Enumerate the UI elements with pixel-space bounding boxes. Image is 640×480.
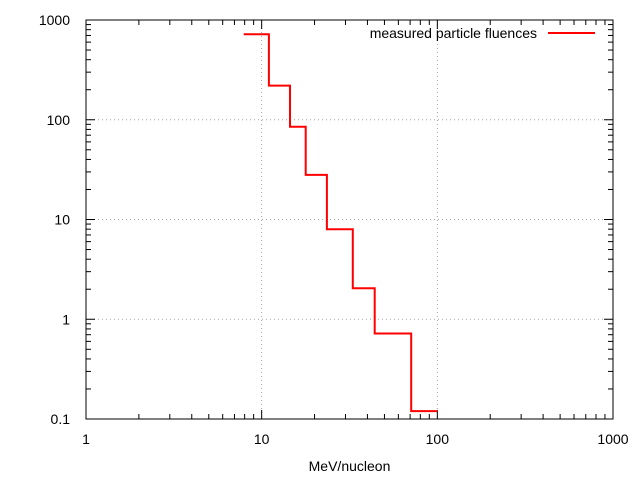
x-tick-label: 10: [254, 431, 270, 447]
x-axis-label: MeV/nucleon: [309, 458, 391, 474]
x-tick-label: 1000: [597, 431, 628, 447]
plot-frame: [85, 19, 614, 420]
y-tick-label: 1: [62, 311, 70, 327]
y-tick-label: 10: [54, 212, 70, 228]
tick-labels: 1 10 100 1000 0.1 1 10 100 1000: [39, 12, 629, 447]
y-tick-label: 100: [47, 112, 71, 128]
grid-lines: [86, 20, 613, 419]
series-layer: [243, 33, 438, 413]
x-tick-label: 100: [426, 431, 450, 447]
legend-label: measured particle fluences: [370, 25, 537, 41]
series-line: [243, 33, 438, 413]
major-ticks: [85, 19, 614, 420]
y-tick-label: 1000: [39, 12, 70, 28]
minor-ticks: [86, 20, 613, 419]
legend: measured particle fluences: [370, 25, 595, 41]
x-tick-label: 1: [82, 431, 90, 447]
y-tick-label: 0.1: [51, 411, 71, 427]
